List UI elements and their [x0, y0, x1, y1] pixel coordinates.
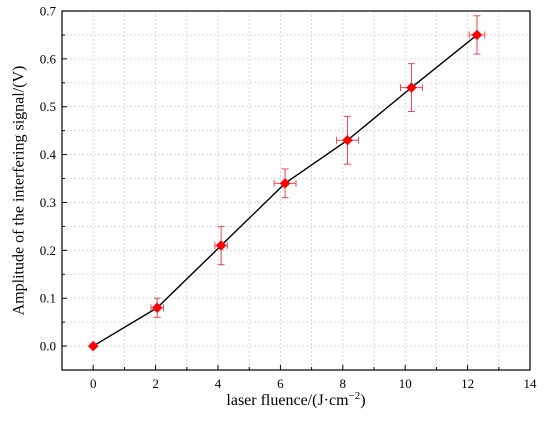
axis-ticks: [61, 10, 531, 371]
x-tick-label: 8: [340, 376, 347, 391]
y-tick-label: 0.0: [40, 339, 56, 354]
x-tick-label: 4: [215, 376, 222, 391]
x-tick-label: 0: [90, 376, 97, 391]
x-axis-title-superscript: −2: [349, 390, 361, 402]
y-tick-label: 0.7: [40, 4, 57, 19]
data-markers: [87, 29, 483, 352]
data-point: [215, 240, 227, 251]
data-point: [279, 177, 291, 189]
data-point: [342, 134, 353, 146]
y-tick-label: 0.2: [40, 243, 56, 258]
data-point: [151, 302, 163, 314]
y-tick-label: 0.4: [40, 147, 57, 162]
x-tick-label: 2: [152, 376, 159, 391]
x-axis-title: laser fluence/(J·cm−2): [226, 390, 365, 409]
x-tick-label: 12: [461, 376, 474, 391]
x-tick-label: 14: [524, 376, 538, 391]
x-tick-label: 10: [399, 376, 412, 391]
data-point: [471, 29, 483, 41]
y-tick-label: 0.1: [40, 291, 56, 306]
data-point: [406, 82, 417, 93]
data-point: [87, 340, 99, 352]
x-axis-title-close: ): [360, 392, 365, 409]
y-tick-label: 0.6: [40, 51, 57, 66]
y-tick-label: 0.3: [40, 195, 56, 210]
plot-frame: [61, 10, 531, 371]
x-axis-title-main: laser fluence/(J·cm: [226, 392, 349, 409]
y-tick-label: 0.5: [40, 99, 56, 114]
grid: [61, 10, 531, 371]
y-axis-title: Amplitude of the interfering signal/(V): [11, 66, 28, 316]
x-tick-label: 6: [277, 376, 284, 391]
tick-labels: 0 2 4 6 8 10 12 14 0.0 0.1 0.2 0.3 0.4 0.5 0.6 0.7: [40, 4, 537, 392]
